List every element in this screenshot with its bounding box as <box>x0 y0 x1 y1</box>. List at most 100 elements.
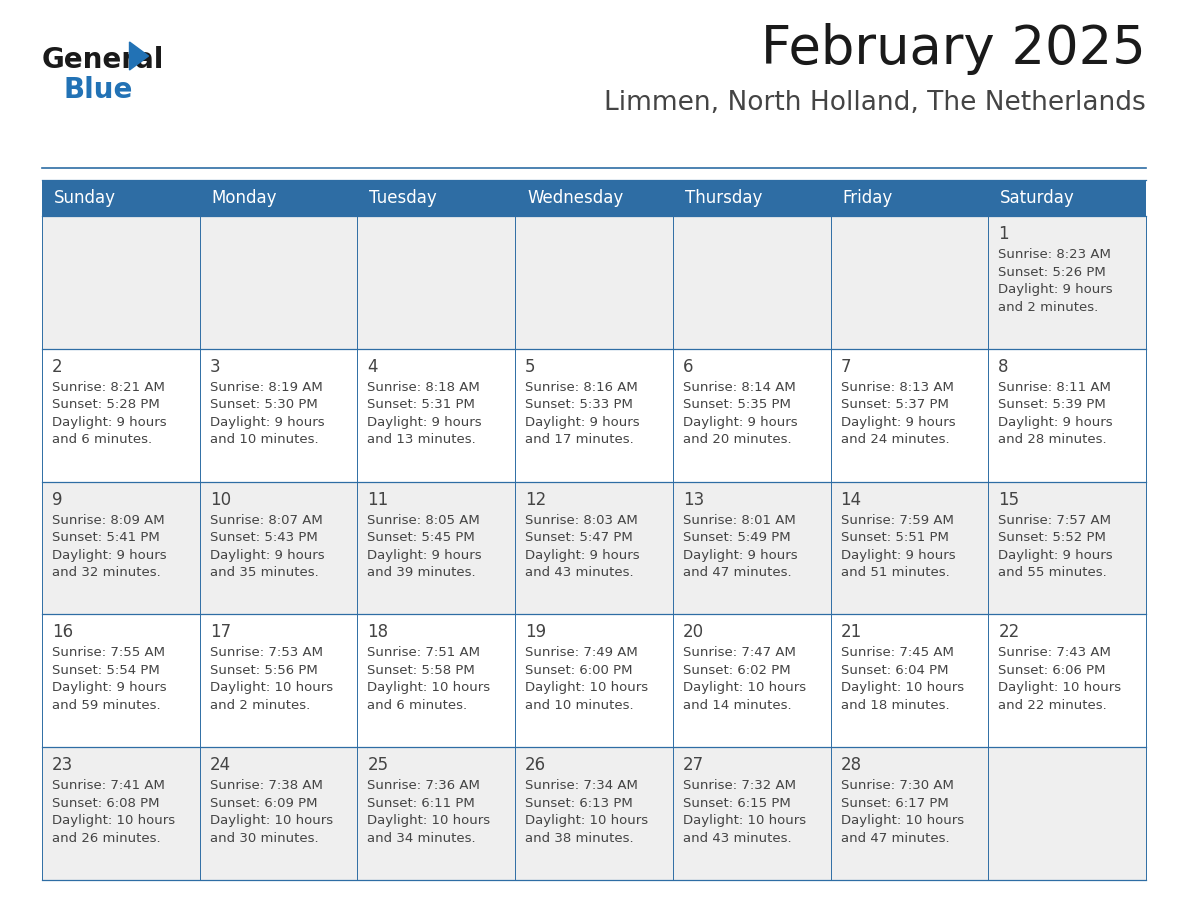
Text: 23: 23 <box>52 756 74 774</box>
Bar <box>988 216 1146 349</box>
Text: General: General <box>42 46 164 74</box>
Text: 7: 7 <box>841 358 851 375</box>
Text: 2: 2 <box>52 358 63 375</box>
Bar <box>988 614 1146 747</box>
Text: Sunrise: 7:43 AM
Sunset: 6:06 PM
Daylight: 10 hours
and 22 minutes.: Sunrise: 7:43 AM Sunset: 6:06 PM Dayligh… <box>998 646 1121 711</box>
Text: 5: 5 <box>525 358 536 375</box>
Text: Limmen, North Holland, The Netherlands: Limmen, North Holland, The Netherlands <box>605 90 1146 116</box>
Bar <box>830 747 988 880</box>
Bar <box>42 216 200 349</box>
Text: Sunrise: 7:47 AM
Sunset: 6:02 PM
Daylight: 10 hours
and 14 minutes.: Sunrise: 7:47 AM Sunset: 6:02 PM Dayligh… <box>683 646 805 711</box>
Text: 15: 15 <box>998 490 1019 509</box>
Bar <box>358 349 516 482</box>
Bar <box>516 216 672 349</box>
Text: 3: 3 <box>210 358 220 375</box>
Text: Sunrise: 7:38 AM
Sunset: 6:09 PM
Daylight: 10 hours
and 30 minutes.: Sunrise: 7:38 AM Sunset: 6:09 PM Dayligh… <box>210 779 333 845</box>
Bar <box>358 747 516 880</box>
Text: 16: 16 <box>52 623 74 642</box>
Bar <box>200 614 358 747</box>
Text: Sunrise: 7:34 AM
Sunset: 6:13 PM
Daylight: 10 hours
and 38 minutes.: Sunrise: 7:34 AM Sunset: 6:13 PM Dayligh… <box>525 779 649 845</box>
Text: Sunrise: 7:49 AM
Sunset: 6:00 PM
Daylight: 10 hours
and 10 minutes.: Sunrise: 7:49 AM Sunset: 6:00 PM Dayligh… <box>525 646 649 711</box>
Bar <box>672 349 830 482</box>
Text: 25: 25 <box>367 756 388 774</box>
Text: 8: 8 <box>998 358 1009 375</box>
Bar <box>200 482 358 614</box>
Text: Sunrise: 8:07 AM
Sunset: 5:43 PM
Daylight: 9 hours
and 35 minutes.: Sunrise: 8:07 AM Sunset: 5:43 PM Dayligh… <box>210 513 324 579</box>
Text: Sunrise: 7:30 AM
Sunset: 6:17 PM
Daylight: 10 hours
and 47 minutes.: Sunrise: 7:30 AM Sunset: 6:17 PM Dayligh… <box>841 779 963 845</box>
Bar <box>988 482 1146 614</box>
Bar <box>830 349 988 482</box>
Text: 4: 4 <box>367 358 378 375</box>
Text: 1: 1 <box>998 225 1009 243</box>
Text: 20: 20 <box>683 623 704 642</box>
Text: Sunrise: 8:14 AM
Sunset: 5:35 PM
Daylight: 9 hours
and 20 minutes.: Sunrise: 8:14 AM Sunset: 5:35 PM Dayligh… <box>683 381 797 446</box>
Text: 14: 14 <box>841 490 861 509</box>
Text: Sunrise: 7:51 AM
Sunset: 5:58 PM
Daylight: 10 hours
and 6 minutes.: Sunrise: 7:51 AM Sunset: 5:58 PM Dayligh… <box>367 646 491 711</box>
Bar <box>42 349 200 482</box>
Text: Sunrise: 8:21 AM
Sunset: 5:28 PM
Daylight: 9 hours
and 6 minutes.: Sunrise: 8:21 AM Sunset: 5:28 PM Dayligh… <box>52 381 166 446</box>
Text: Thursday: Thursday <box>684 189 763 207</box>
Text: Saturday: Saturday <box>1000 189 1075 207</box>
Text: Sunrise: 8:01 AM
Sunset: 5:49 PM
Daylight: 9 hours
and 47 minutes.: Sunrise: 8:01 AM Sunset: 5:49 PM Dayligh… <box>683 513 797 579</box>
Text: Monday: Monday <box>211 189 277 207</box>
Text: Sunrise: 7:45 AM
Sunset: 6:04 PM
Daylight: 10 hours
and 18 minutes.: Sunrise: 7:45 AM Sunset: 6:04 PM Dayligh… <box>841 646 963 711</box>
Bar <box>988 747 1146 880</box>
Bar <box>200 349 358 482</box>
Bar <box>42 747 200 880</box>
Text: Sunrise: 7:32 AM
Sunset: 6:15 PM
Daylight: 10 hours
and 43 minutes.: Sunrise: 7:32 AM Sunset: 6:15 PM Dayligh… <box>683 779 805 845</box>
Text: 22: 22 <box>998 623 1019 642</box>
Text: 19: 19 <box>525 623 546 642</box>
Bar <box>830 216 988 349</box>
Text: Sunrise: 8:05 AM
Sunset: 5:45 PM
Daylight: 9 hours
and 39 minutes.: Sunrise: 8:05 AM Sunset: 5:45 PM Dayligh… <box>367 513 482 579</box>
Bar <box>42 614 200 747</box>
Text: 26: 26 <box>525 756 546 774</box>
Text: 13: 13 <box>683 490 704 509</box>
Text: 18: 18 <box>367 623 388 642</box>
Text: 28: 28 <box>841 756 861 774</box>
Text: 12: 12 <box>525 490 546 509</box>
Text: Sunrise: 7:59 AM
Sunset: 5:51 PM
Daylight: 9 hours
and 51 minutes.: Sunrise: 7:59 AM Sunset: 5:51 PM Dayligh… <box>841 513 955 579</box>
Bar <box>830 482 988 614</box>
Text: 6: 6 <box>683 358 694 375</box>
Text: 21: 21 <box>841 623 861 642</box>
Bar <box>200 747 358 880</box>
Bar <box>672 614 830 747</box>
Text: 17: 17 <box>210 623 230 642</box>
Text: Sunrise: 8:13 AM
Sunset: 5:37 PM
Daylight: 9 hours
and 24 minutes.: Sunrise: 8:13 AM Sunset: 5:37 PM Dayligh… <box>841 381 955 446</box>
Text: 9: 9 <box>52 490 63 509</box>
Text: February 2025: February 2025 <box>762 23 1146 75</box>
Text: Sunrise: 8:23 AM
Sunset: 5:26 PM
Daylight: 9 hours
and 2 minutes.: Sunrise: 8:23 AM Sunset: 5:26 PM Dayligh… <box>998 248 1113 314</box>
Bar <box>516 482 672 614</box>
Text: Sunrise: 8:11 AM
Sunset: 5:39 PM
Daylight: 9 hours
and 28 minutes.: Sunrise: 8:11 AM Sunset: 5:39 PM Dayligh… <box>998 381 1113 446</box>
Bar <box>42 482 200 614</box>
Bar <box>358 482 516 614</box>
Bar <box>42 180 1146 216</box>
Bar <box>516 614 672 747</box>
Bar <box>358 216 516 349</box>
Bar <box>672 747 830 880</box>
Bar <box>672 216 830 349</box>
Bar <box>358 614 516 747</box>
Bar <box>672 482 830 614</box>
Text: Sunrise: 8:09 AM
Sunset: 5:41 PM
Daylight: 9 hours
and 32 minutes.: Sunrise: 8:09 AM Sunset: 5:41 PM Dayligh… <box>52 513 166 579</box>
Text: Tuesday: Tuesday <box>369 189 437 207</box>
Text: Sunrise: 7:41 AM
Sunset: 6:08 PM
Daylight: 10 hours
and 26 minutes.: Sunrise: 7:41 AM Sunset: 6:08 PM Dayligh… <box>52 779 175 845</box>
Text: Sunrise: 8:18 AM
Sunset: 5:31 PM
Daylight: 9 hours
and 13 minutes.: Sunrise: 8:18 AM Sunset: 5:31 PM Dayligh… <box>367 381 482 446</box>
Text: Friday: Friday <box>842 189 893 207</box>
Text: Wednesday: Wednesday <box>527 189 624 207</box>
Text: Sunrise: 8:16 AM
Sunset: 5:33 PM
Daylight: 9 hours
and 17 minutes.: Sunrise: 8:16 AM Sunset: 5:33 PM Dayligh… <box>525 381 640 446</box>
Text: Sunrise: 7:55 AM
Sunset: 5:54 PM
Daylight: 9 hours
and 59 minutes.: Sunrise: 7:55 AM Sunset: 5:54 PM Dayligh… <box>52 646 166 711</box>
Text: 24: 24 <box>210 756 230 774</box>
Text: Sunday: Sunday <box>53 189 116 207</box>
Text: 27: 27 <box>683 756 704 774</box>
Text: 11: 11 <box>367 490 388 509</box>
Text: Sunrise: 8:19 AM
Sunset: 5:30 PM
Daylight: 9 hours
and 10 minutes.: Sunrise: 8:19 AM Sunset: 5:30 PM Dayligh… <box>210 381 324 446</box>
Text: Sunrise: 7:53 AM
Sunset: 5:56 PM
Daylight: 10 hours
and 2 minutes.: Sunrise: 7:53 AM Sunset: 5:56 PM Dayligh… <box>210 646 333 711</box>
Bar <box>830 614 988 747</box>
Polygon shape <box>129 42 148 70</box>
Bar <box>200 216 358 349</box>
Text: Sunrise: 7:36 AM
Sunset: 6:11 PM
Daylight: 10 hours
and 34 minutes.: Sunrise: 7:36 AM Sunset: 6:11 PM Dayligh… <box>367 779 491 845</box>
Text: 10: 10 <box>210 490 230 509</box>
Bar <box>516 349 672 482</box>
Bar <box>516 747 672 880</box>
